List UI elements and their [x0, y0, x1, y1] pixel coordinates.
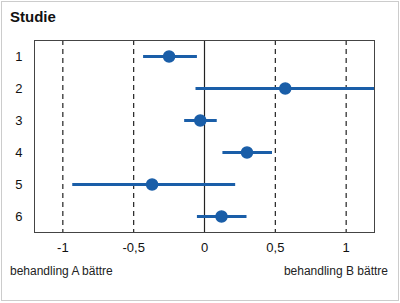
- svg-text:-0,5: -0,5: [122, 240, 144, 255]
- svg-text:5: 5: [15, 177, 22, 192]
- svg-text:1: 1: [343, 240, 350, 255]
- svg-text:4: 4: [15, 145, 22, 160]
- svg-text:2: 2: [15, 81, 22, 96]
- svg-text:-1: -1: [57, 240, 69, 255]
- svg-text:0,5: 0,5: [266, 240, 284, 255]
- html-text:behandling A bättre: behandling A bättre: [10, 264, 113, 278]
- svg-text:1: 1: [15, 49, 22, 64]
- html-text:Studie: Studie: [10, 8, 56, 25]
- svg-text:6: 6: [15, 209, 22, 224]
- svg-text:0: 0: [201, 240, 208, 255]
- html-text:behandling B bättre: behandling B bättre: [283, 264, 388, 278]
- svg-text:3: 3: [15, 113, 22, 128]
